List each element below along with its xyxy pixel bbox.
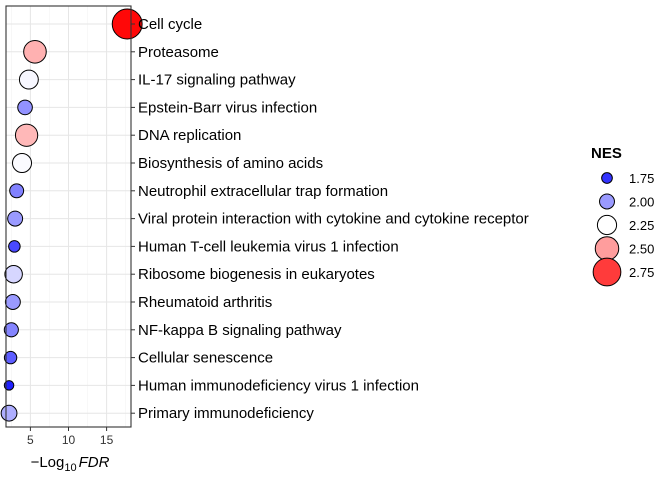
- data-point: [17, 99, 33, 116]
- legend-label: 2.50: [629, 242, 654, 257]
- term-label: Biosynthesis of amino acids: [138, 155, 323, 172]
- x-tick-label: 5: [27, 433, 34, 447]
- data-point: [3, 350, 18, 365]
- x-tick-label: 10: [62, 433, 76, 447]
- data-point: [3, 380, 15, 391]
- term-label: Neutrophil extracellular trap formation: [138, 183, 388, 200]
- term-label: Viral protein interaction with cytokine …: [138, 211, 529, 228]
- x-tick-label: 15: [100, 433, 114, 447]
- data-point: [11, 152, 33, 174]
- term-label: Primary immunodeficiency: [138, 405, 314, 422]
- grid: [6, 6, 131, 427]
- data-point: [0, 404, 18, 422]
- legend-key: [592, 257, 622, 287]
- y-axis: Cell cycle Proteasome IL-17 signaling path…: [131, 16, 529, 422]
- term-label: Cell cycle: [138, 16, 202, 33]
- legend: NES 1.75 2.00 2.25 2.50 2.75: [591, 145, 654, 287]
- data-point: [9, 183, 25, 199]
- data-point: [23, 40, 47, 64]
- data-point: [18, 69, 39, 90]
- legend-label: 2.00: [629, 195, 654, 210]
- legend-key: [599, 193, 615, 210]
- term-label: Proteasome: [138, 44, 219, 61]
- term-label: DNA replication: [138, 127, 241, 144]
- data-point: [14, 123, 39, 147]
- legend-key: [594, 236, 620, 261]
- term-label: Rheumatoid arthritis: [138, 294, 272, 311]
- legend-title: NES: [591, 145, 622, 162]
- data-point: [7, 210, 24, 227]
- legend-key: [596, 214, 618, 236]
- data-point: [8, 240, 21, 253]
- legend-label: 1.75: [629, 171, 654, 186]
- term-label: IL-17 signaling pathway: [138, 72, 296, 89]
- data-point: [4, 264, 23, 284]
- data-point: [3, 322, 19, 338]
- term-label: NF-kappa B signaling pathway: [138, 322, 342, 339]
- legend-key: [601, 172, 613, 184]
- points: [0, 8, 143, 422]
- x-axis: 5 10 15: [27, 427, 114, 447]
- x-axis-title: −Log10 FDR: [31, 454, 110, 474]
- legend-label: 2.25: [629, 218, 654, 233]
- term-label: Ribosome biogenesis in eukaryotes: [138, 266, 375, 283]
- term-label: Cellular senescence: [138, 350, 273, 367]
- legend-label: 2.75: [629, 265, 654, 280]
- term-label: Human T-cell leukemia virus 1 infection: [138, 238, 399, 255]
- data-point: [111, 8, 143, 40]
- data-point: [4, 294, 21, 310]
- term-label: Epstein-Barr virus infection: [138, 99, 317, 116]
- term-label: Human immunodeficiency virus 1 infection: [138, 377, 419, 394]
